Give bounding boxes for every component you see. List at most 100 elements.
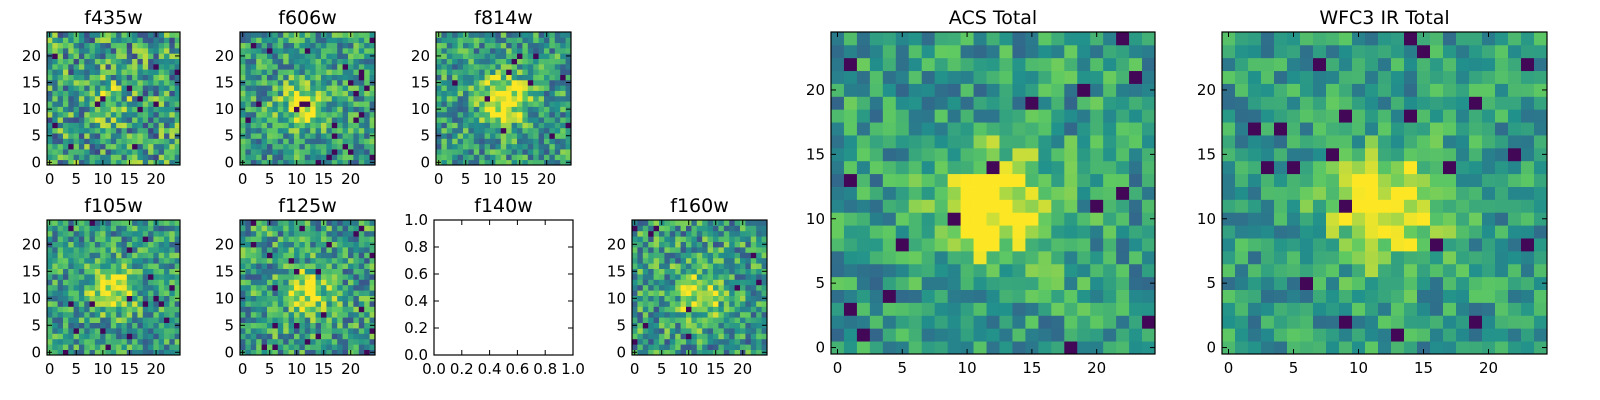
acs-total-pixel [921, 122, 936, 136]
f125w-ytick-label: 10 [215, 289, 234, 307]
wfc3-ir-total-pixel [1339, 315, 1353, 329]
wfc3-ir-total-pixel [1378, 276, 1392, 290]
f435w-pixel [110, 79, 117, 86]
f606w-pixel [245, 32, 252, 38]
f160w-pixel [680, 236, 687, 242]
f814w-pixel [554, 53, 561, 59]
acs-total-pixel [869, 173, 884, 187]
f814w-pixel [490, 127, 496, 134]
f160w-pixel [723, 279, 730, 286]
f105w-pixel [116, 230, 122, 237]
f125w-pixel [294, 279, 300, 286]
f435w-pixel [126, 101, 133, 107]
f814w-pixel [457, 159, 464, 166]
acs-total-pixel [1064, 147, 1078, 162]
wfc3-ir-total-pixel [1417, 250, 1431, 265]
f814w-pixel [446, 127, 453, 134]
f435w-pixel [148, 74, 154, 81]
f435w-pixel [110, 53, 117, 59]
f105w-pixel [94, 333, 101, 340]
acs-total-pixel [986, 83, 1000, 97]
f814w-pixel [549, 133, 556, 139]
f606w-pixel [310, 143, 316, 150]
f160w-pixel [659, 247, 665, 253]
f160w-pixel [718, 252, 725, 259]
f160w-pixel [653, 349, 660, 356]
f435w-pixel [89, 143, 96, 150]
f160w-pixel [637, 279, 644, 286]
f105w-pixel [158, 225, 165, 232]
f606w-pixel [353, 47, 360, 54]
f160w-pixel [707, 236, 714, 242]
acs-total-pixel [973, 147, 987, 162]
f160w-pixel [653, 230, 660, 237]
f606w-pixel [348, 37, 354, 44]
f435w-pixel [110, 95, 117, 102]
f105w-pixel [110, 284, 117, 291]
f435w-pixel [132, 111, 138, 118]
f105w-pixel [78, 236, 85, 242]
f125w-pixel [250, 338, 257, 345]
f125w-pixel [315, 317, 322, 323]
f606w-pixel [304, 101, 311, 107]
acs-total-pixel [1077, 341, 1091, 355]
f814w-pixel [446, 37, 453, 44]
f105w-pixel [132, 230, 138, 237]
f435w-pixel [126, 117, 133, 123]
f435w-pixel [169, 143, 176, 150]
f125w-pixel [277, 252, 284, 259]
f160w-pixel [723, 230, 730, 237]
f105w-pixel [78, 333, 85, 340]
f435w-pixel [126, 90, 133, 97]
f125w-pixel [283, 274, 289, 280]
acs-total-pixel [1051, 109, 1065, 123]
acs-total-pixel [908, 186, 923, 200]
acs-total-pixel [856, 289, 871, 303]
acs-total-pixel [843, 70, 858, 84]
wfc3-ir-total-pixel [1443, 250, 1457, 265]
f105w-pixel [169, 328, 176, 334]
f814w-pixel [457, 95, 464, 102]
f435w-pixel [78, 74, 85, 81]
f435w-pixel [153, 143, 160, 150]
f105w-pixel [158, 333, 165, 340]
f814w-pixel [527, 117, 534, 123]
acs-total-pixel [831, 160, 845, 175]
f435w-pixel [73, 138, 80, 145]
f814w-pixel [490, 53, 496, 59]
f606w-pixel [272, 63, 279, 70]
acs-total-pixel [986, 173, 1000, 187]
f160w-pixel [642, 230, 649, 237]
f435w-pixel [57, 106, 64, 113]
f606w-pixel [245, 159, 252, 166]
f606w-pixel [250, 111, 257, 118]
f435w-pixel [169, 90, 176, 97]
f606w-pixel [240, 101, 246, 107]
f814w-pixel [500, 149, 507, 155]
f606w-pixel [261, 127, 268, 134]
f125w-pixel [299, 333, 306, 340]
f606w-pixel [240, 69, 246, 75]
f105w-pixel [142, 230, 149, 237]
f160w-pixel [740, 247, 746, 253]
f606w-pixel [277, 85, 284, 91]
wfc3-ir-total-pixel [1313, 160, 1327, 175]
acs-total-pixel [843, 57, 858, 72]
f435w-pixel [121, 58, 128, 65]
f435w-pixel [84, 58, 90, 65]
acs-total-pixel [1012, 302, 1026, 316]
acs-total-pixel [1077, 328, 1091, 342]
f606w-pixel [267, 138, 273, 145]
f105w-pixel [89, 230, 96, 237]
f435w-pixel [158, 122, 165, 129]
f606w-pixel [261, 122, 268, 129]
f814w-pixel [565, 58, 572, 65]
f125w-pixel [326, 328, 333, 334]
f814w-pixel [463, 79, 469, 86]
f160w-pixel [718, 247, 725, 253]
f814w-pixel [436, 143, 442, 150]
f435w-pixel [137, 117, 144, 123]
acs-total-pixel [882, 186, 897, 200]
f435w-pixel [116, 106, 122, 113]
f125w-pixel [331, 301, 338, 307]
